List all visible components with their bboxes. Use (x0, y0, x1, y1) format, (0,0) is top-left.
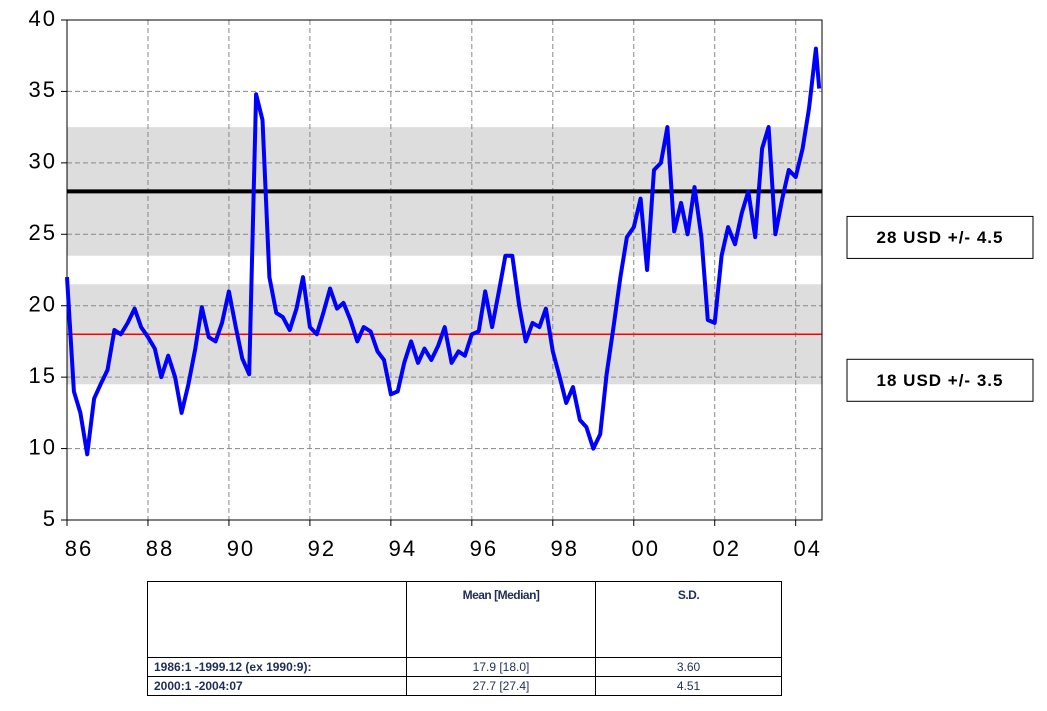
x-tick-label: 92 (308, 536, 336, 561)
header-cell: S.D. (595, 581, 782, 658)
plot-frame (66, 19, 823, 521)
x-tick-label: 98 (551, 536, 579, 561)
band-label-box (846, 215, 1034, 259)
cell: 27.7 [27.4] (406, 676, 596, 696)
y-tick-label: 15 (29, 363, 57, 388)
x-tick-label: 88 (146, 536, 174, 561)
cell: 4.51 (595, 676, 782, 696)
stats-table: Mean [Median] S.D. 1986:1 -1999.12 (ex 1… (147, 581, 782, 696)
y-tick-label: 35 (29, 77, 57, 102)
header-cell: Mean [Median] (406, 581, 596, 658)
x-tick-label: 86 (65, 536, 93, 561)
y-tick-label: 25 (29, 220, 57, 245)
y-tick-label: 30 (29, 149, 57, 174)
y-tick-label: 10 (29, 434, 57, 459)
x-tick-label: 96 (470, 536, 498, 561)
header-row: Mean [Median] S.D. (147, 581, 782, 658)
row: 2000:1 -2004:07 27.7 [27.4] 4.51 (147, 676, 782, 696)
y-tick-label: 5 (43, 506, 57, 531)
x-tick-label: 04 (793, 536, 821, 561)
x-tick-label: 94 (389, 536, 417, 561)
band-label-box (846, 358, 1034, 402)
x-tick-label: 00 (632, 536, 660, 561)
y-tick-label: 20 (29, 292, 57, 317)
band-label: 18 USD +/- 3.5 (877, 371, 1004, 390)
row: 1986:1 -1999.12 (ex 1990:9): 17.9 [18.0]… (147, 657, 782, 677)
cell: 3.60 (595, 657, 782, 677)
chart: 5 10 15 20 25 30 35 40 86 88 90 92 94 96 98 00 02 04 28 US… (29, 6, 1034, 561)
row-label: 1986:1 -1999.12 (ex 1990:9): (147, 657, 407, 677)
band-label: 28 USD +/- 4.5 (877, 228, 1004, 247)
row-label: 2000:1 -2004:07 (147, 676, 407, 696)
price-line (65, 46, 822, 457)
cell: 17.9 [18.0] (406, 657, 596, 677)
x-tick-label: 02 (712, 536, 740, 561)
x-tick-label: 90 (227, 536, 255, 561)
empty-cell (147, 581, 407, 658)
y-tick-label: 40 (29, 6, 57, 31)
